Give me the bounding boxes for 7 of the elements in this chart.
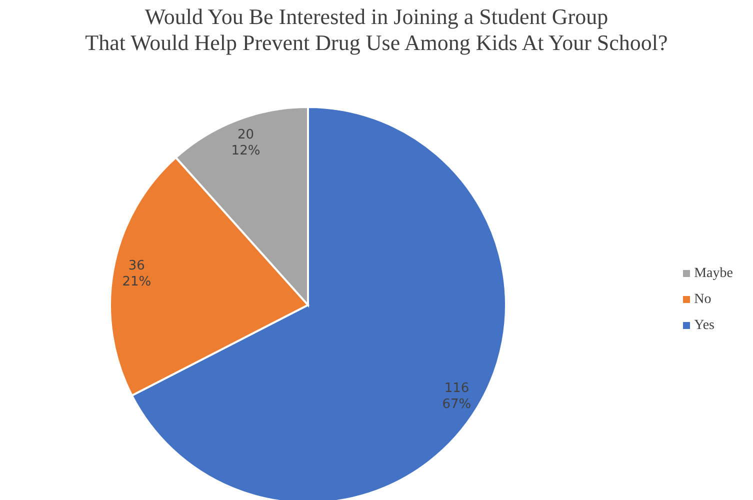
data-label: 116 67% — [442, 380, 472, 412]
data-label: 20 12% — [231, 127, 260, 158]
data-label: 36 21% — [122, 258, 152, 290]
legend-label: No — [694, 292, 712, 307]
legend-label: Maybe — [694, 266, 733, 281]
legend-label: Yes — [694, 318, 714, 333]
chart-title: Would You Be Interested in Joining a Student Group That Would Help Prevent Drug Use Among Kids At Your School? — [84, 4, 669, 56]
